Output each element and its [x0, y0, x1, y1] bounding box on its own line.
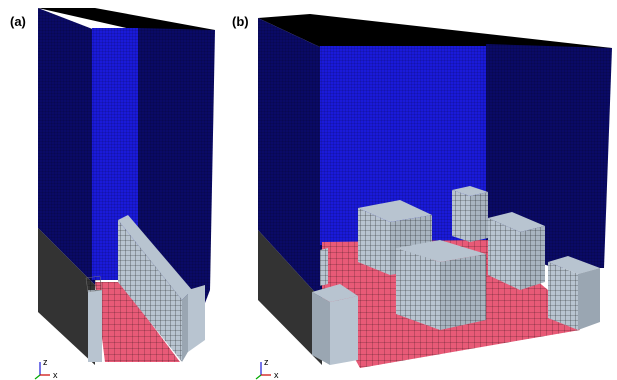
axis-triad-a: z x: [34, 357, 58, 380]
axis-x-label-a: x: [53, 370, 58, 380]
obstacle-box-4: [396, 240, 486, 330]
panel-b-left-base: [258, 230, 322, 365]
panel-a-label: (a): [10, 14, 26, 29]
axis-z-label-b: z: [264, 357, 269, 367]
side-block-right: [548, 256, 600, 330]
panel-a-right-block: [188, 285, 205, 352]
panel-b-domain: [258, 14, 612, 368]
obstacle-box-3: [488, 212, 545, 290]
axis-triad-b: z x: [255, 357, 279, 380]
panel-a-side-block: [88, 290, 102, 362]
panel-a-obstacle-front: [118, 215, 192, 300]
panel-a-top-face: [38, 8, 215, 30]
side-block-left: [312, 284, 358, 365]
obstacle-box-2: [452, 186, 488, 242]
panel-b-label: (b): [232, 14, 249, 29]
panel-a-domain: [38, 8, 215, 365]
axis-x-label-b: x: [274, 370, 279, 380]
panel-a-left-base: [38, 228, 95, 365]
axis-z-label-a: z: [43, 357, 48, 367]
panel-b-top-face: [258, 14, 612, 48]
